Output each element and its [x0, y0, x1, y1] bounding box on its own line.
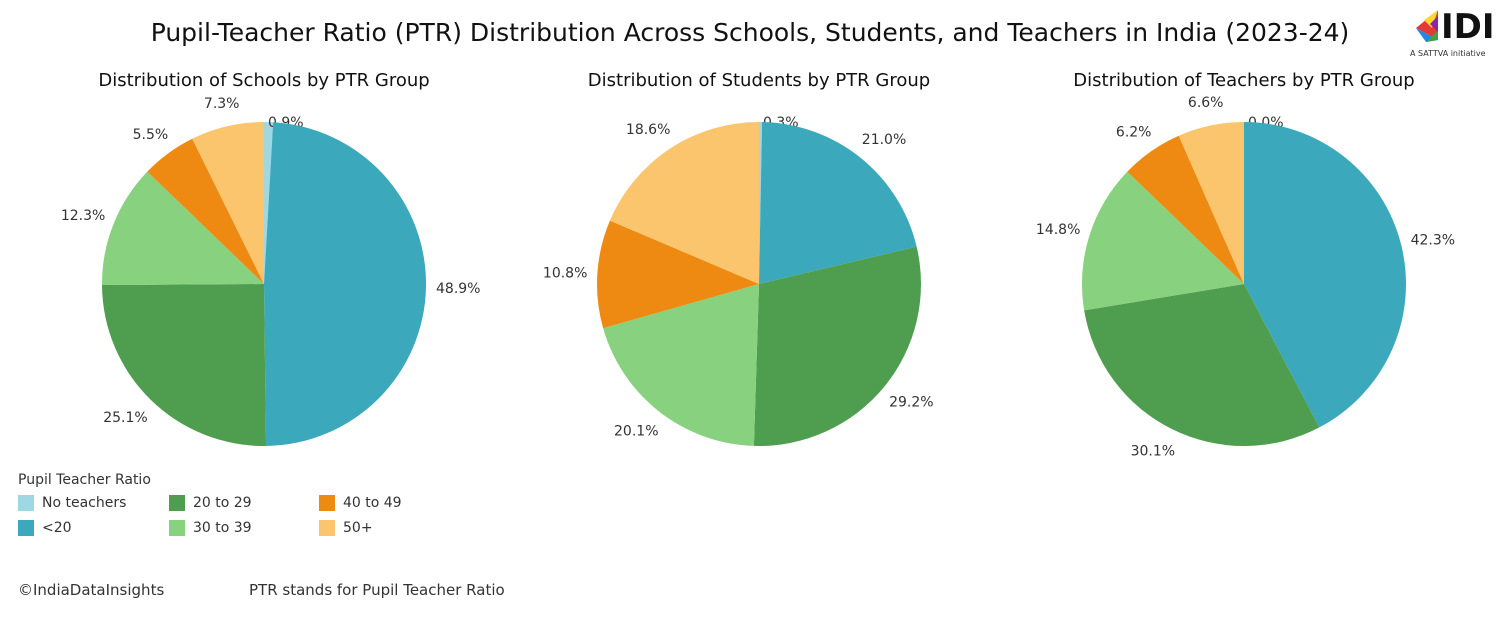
legend-label: 50+ — [343, 520, 373, 536]
chart-title: Distribution of Teachers by PTR Group — [1073, 70, 1415, 91]
chart-title: Distribution of Schools by PTR Group — [98, 70, 430, 91]
page-title: Pupil-Teacher Ratio (PTR) Distribution A… — [150, 18, 1350, 47]
slice-label: 25.1% — [103, 410, 147, 426]
pie-slice-20[interactable] — [759, 122, 917, 284]
slice-label: 29.2% — [889, 395, 933, 411]
pie-slice-50[interactable] — [192, 122, 264, 284]
slice-label: 18.6% — [626, 122, 670, 138]
slice-label: 14.8% — [1036, 222, 1080, 238]
students-pie-chart: Distribution of Students by PTR Group 0.… — [514, 70, 1004, 470]
slice-label: 30.1% — [1131, 444, 1175, 460]
slice-label: 10.8% — [543, 265, 587, 281]
pie-slice-20-to-29[interactable] — [753, 246, 921, 446]
pie-slice-no-teachers[interactable] — [264, 122, 274, 284]
slice-label: 12.3% — [61, 208, 105, 224]
footnote-text: PTR stands for Pupil Teacher Ratio — [249, 581, 505, 599]
logo-tagline: A SATTVA initiative — [1410, 49, 1486, 58]
legend-swatch — [319, 495, 335, 511]
pie-slice-20[interactable] — [264, 122, 427, 446]
pie-slice-30-to-39[interactable] — [1082, 171, 1244, 311]
schools-pie-svg: 0.9%48.9%25.1%12.3%5.5%7.3% — [61, 96, 480, 447]
schools-pie-chart: Distribution of Schools by PTR Group 0.9… — [19, 70, 509, 470]
teachers-pie-svg: 0.0%42.3%30.1%14.8%6.2%6.6% — [1036, 95, 1455, 460]
pie-slice-30-to-39[interactable] — [101, 171, 264, 286]
slice-label: 7.3% — [204, 96, 240, 112]
pie-slice-20-to-29[interactable] — [102, 284, 267, 447]
legend-label: No teachers — [42, 495, 127, 511]
legend-swatch — [169, 495, 185, 511]
copyright-text: ©IndiaDataInsights — [18, 581, 165, 599]
legend-label: <20 — [42, 520, 72, 536]
legend-swatch — [18, 495, 34, 511]
teachers-pie-chart: Distribution of Teachers by PTR Group 0.… — [999, 70, 1489, 470]
legend-label: 20 to 29 — [193, 495, 252, 511]
legend: Pupil Teacher Ratio No teachers <20 20 t… — [18, 472, 478, 542]
legend-swatch — [319, 520, 335, 536]
students-pie-svg: 0.3%21.0%29.2%20.1%10.8%18.6% — [543, 115, 934, 446]
pie-slice-50[interactable] — [1178, 122, 1244, 284]
legend-label: 30 to 39 — [193, 520, 252, 536]
pie-slice-40-to-49[interactable] — [596, 220, 759, 329]
slice-label: 42.3% — [1411, 232, 1455, 248]
pie-slice-20-to-29[interactable] — [1084, 284, 1320, 446]
slice-label: 21.0% — [862, 132, 906, 148]
legend-title: Pupil Teacher Ratio — [18, 472, 151, 488]
legend-swatch — [18, 520, 34, 536]
legend-swatch — [169, 520, 185, 536]
pie-slice-30-to-39[interactable] — [603, 284, 759, 446]
idi-logo: IDI A SATTVA initiative — [1410, 6, 1496, 62]
chart-title: Distribution of Students by PTR Group — [587, 70, 931, 91]
pie-slice-40-to-49[interactable] — [147, 138, 264, 284]
slice-label: 6.2% — [1116, 125, 1152, 141]
legend-label: 40 to 49 — [343, 495, 402, 511]
logo-wordmark: IDI — [1441, 7, 1495, 47]
pie-slice-40-to-49[interactable] — [1127, 135, 1244, 284]
slice-label: 20.1% — [614, 424, 658, 440]
slice-label: 48.9% — [436, 281, 480, 297]
pie-slice-no-teachers[interactable] — [759, 122, 763, 284]
slice-label: 6.6% — [1188, 95, 1224, 111]
idi-logo-icon: IDI A SATTVA initiative — [1410, 7, 1495, 58]
pie-slice-50[interactable] — [609, 122, 759, 284]
slice-label: 5.5% — [133, 127, 169, 143]
pie-slice-20[interactable] — [1244, 122, 1407, 428]
